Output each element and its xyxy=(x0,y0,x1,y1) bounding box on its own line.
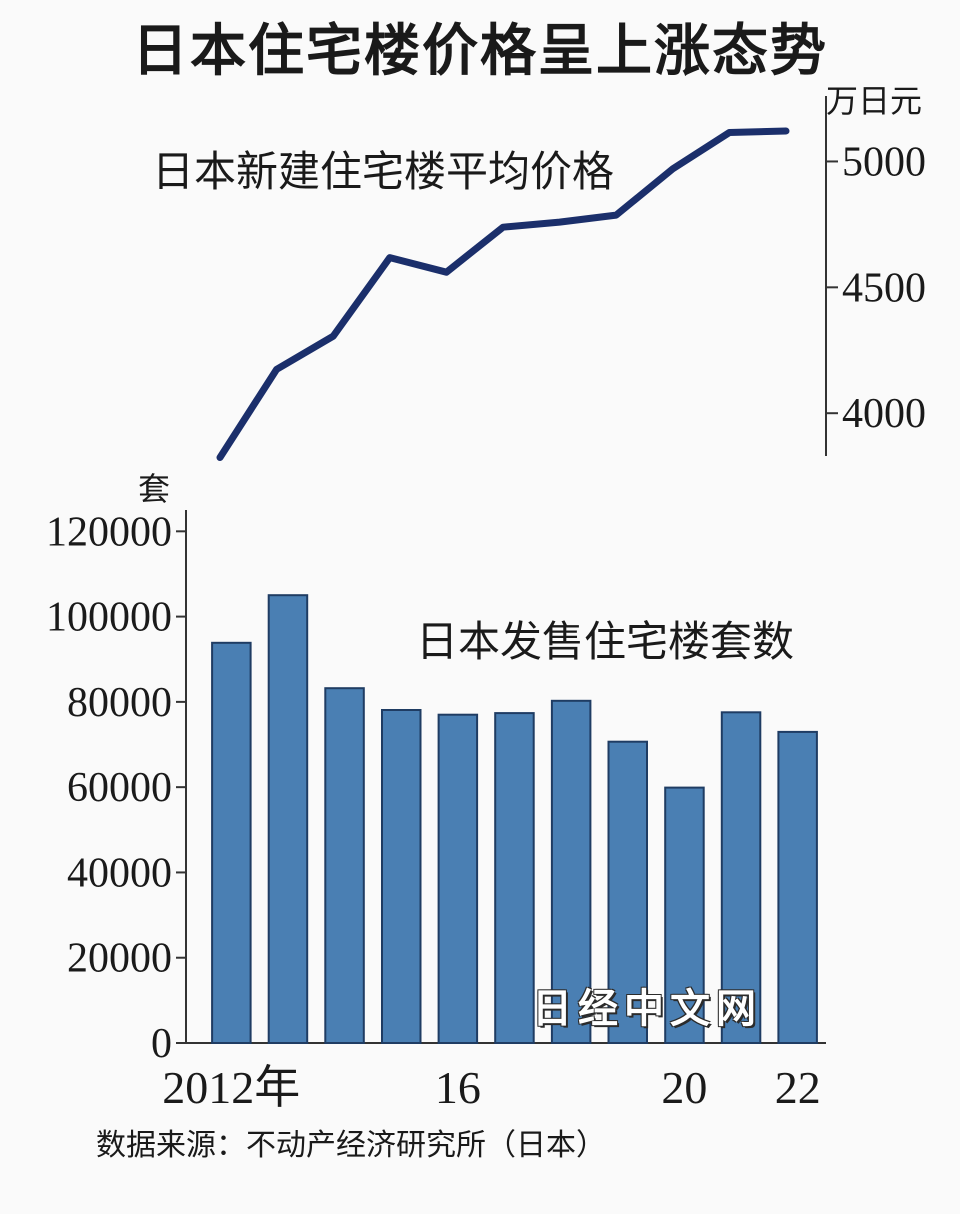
line-y-tick-label: 4000 xyxy=(842,391,926,437)
bar-series-label: 日本发售住宅楼套数 xyxy=(416,617,795,666)
bar-y-tick-label: 40000 xyxy=(67,850,172,896)
bar-2022 xyxy=(777,730,818,1045)
bar-2016 xyxy=(437,713,479,1044)
bar-2021 xyxy=(720,711,762,1044)
bar-2017 xyxy=(494,712,535,1044)
line-y-tick-label: 4500 xyxy=(842,265,926,311)
data-source: 数据来源：不动产经济研究所（日本） xyxy=(96,1128,606,1163)
bar-x-tick-label: 22 xyxy=(775,1062,821,1113)
bar-2018 xyxy=(550,699,592,1044)
line-series-price xyxy=(216,127,790,461)
bar-y-tick-label: 100000 xyxy=(46,595,172,641)
line-series-label: 日本新建住宅楼平均价格 xyxy=(152,147,615,196)
bar-2014 xyxy=(324,687,365,1044)
bar-y-tick-label: 60000 xyxy=(67,765,172,811)
bar-y-tick-label: 0 xyxy=(151,1021,172,1067)
bar-2019 xyxy=(607,740,648,1044)
watermark: 日经中文网 xyxy=(532,986,762,1032)
bar-y-tick-label: 80000 xyxy=(67,680,172,726)
line-y-tick-label: 5000 xyxy=(842,139,926,185)
chart-title: 日本住宅楼价格呈上涨态势 xyxy=(132,19,828,84)
bar-x-tick-label: 20 xyxy=(661,1062,707,1113)
bar-2012 xyxy=(211,641,252,1044)
bar-2013 xyxy=(267,594,309,1044)
bar-2015 xyxy=(381,709,422,1044)
bar-x-tick-label: 2012年 xyxy=(162,1062,300,1113)
bar-y-unit: 套 xyxy=(138,470,171,508)
line-y-unit: 万日元 xyxy=(826,82,923,120)
bar-y-tick-label: 120000 xyxy=(46,509,172,555)
bar-y-tick-label: 20000 xyxy=(67,936,172,982)
bar-2020 xyxy=(664,786,705,1044)
bar-x-tick-label: 16 xyxy=(435,1062,481,1113)
